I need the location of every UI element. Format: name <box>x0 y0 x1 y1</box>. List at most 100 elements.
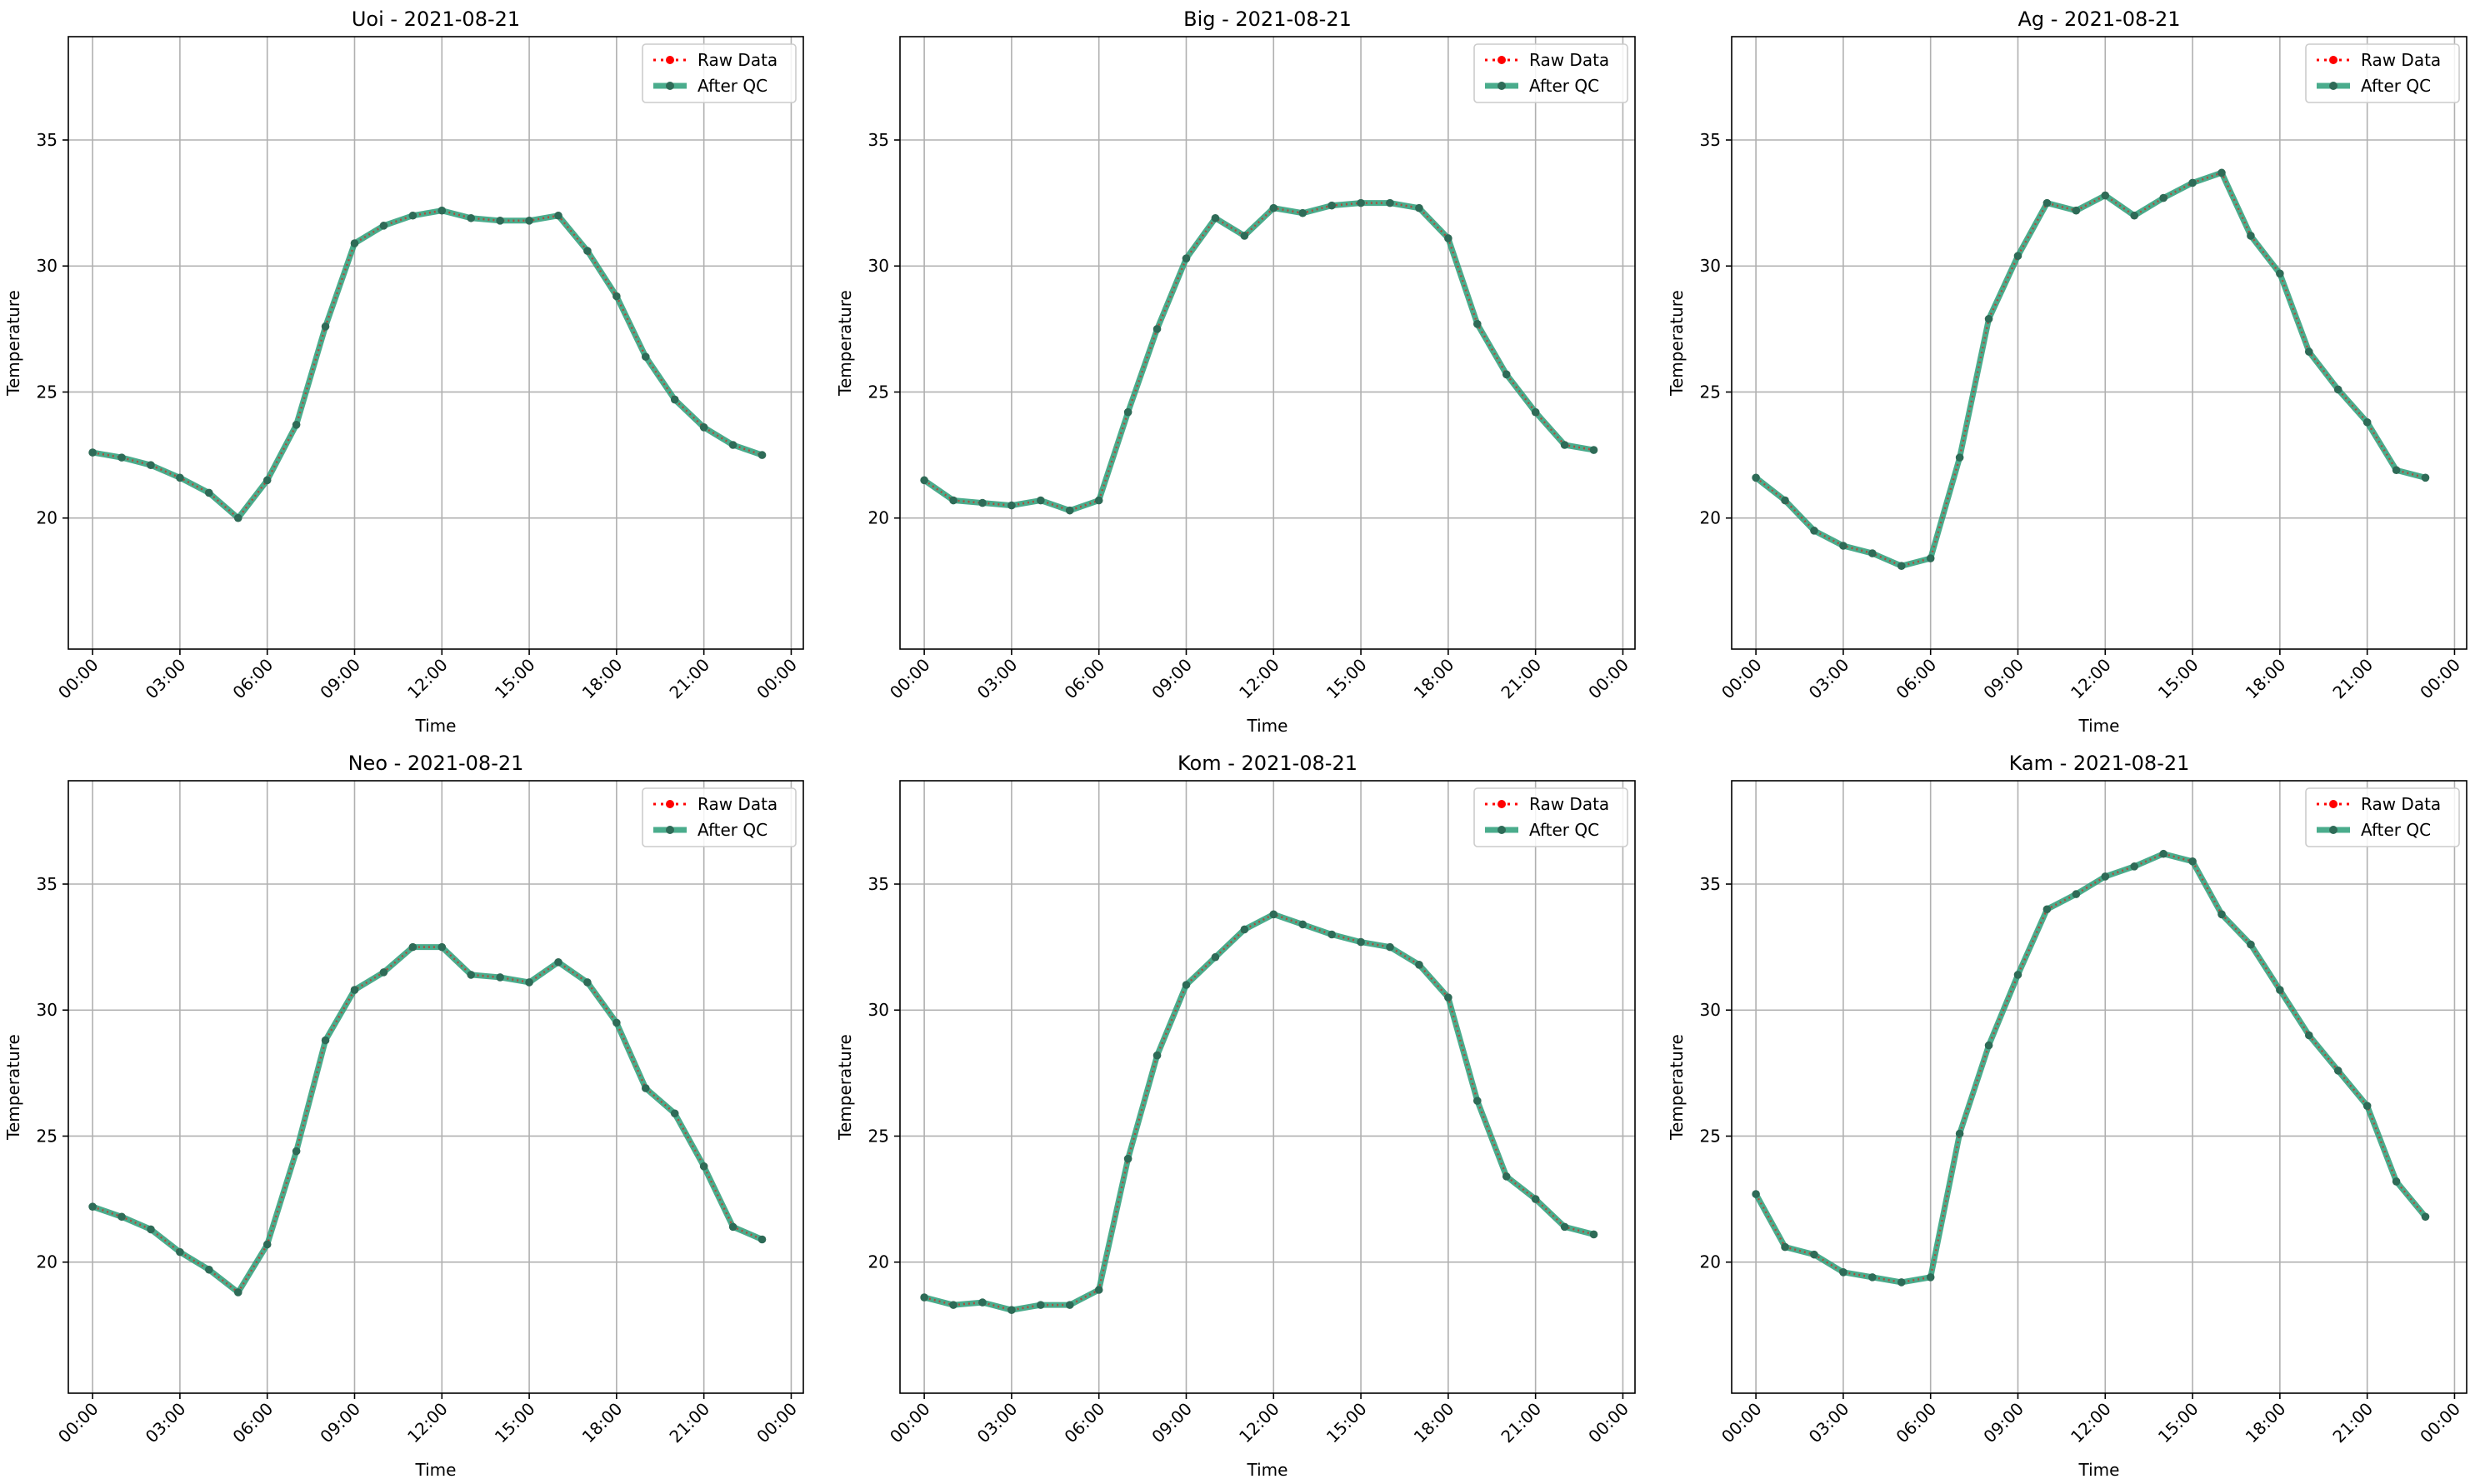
series-line-raw-data <box>92 209 762 520</box>
y-tick-label: 30 <box>1700 1000 1721 1020</box>
data-point-after-qc <box>1008 501 1016 510</box>
x-tick-label: 00:00 <box>54 655 102 703</box>
series-line-raw-data <box>923 202 1594 512</box>
data-point-after-qc <box>1182 981 1191 989</box>
data-point-after-qc <box>379 222 388 230</box>
y-axis-label: Temperature <box>3 290 23 397</box>
data-point-after-qc <box>1810 527 1818 535</box>
x-tick-label: 12:00 <box>2067 1399 2115 1447</box>
legend-marker-raw-data <box>2329 800 2338 808</box>
legend-marker-raw-data <box>666 800 674 808</box>
data-point-after-qc <box>1839 1268 1848 1277</box>
legend: Raw Data After QC <box>642 43 797 103</box>
data-point-after-qc <box>1357 937 1365 947</box>
x-axis-label: Time <box>2078 716 2120 736</box>
data-point-after-qc <box>438 942 447 952</box>
data-point-after-qc <box>1240 925 1249 934</box>
plot-frame <box>899 36 1636 650</box>
legend-marker-after-qc <box>1498 82 1506 90</box>
legend-label-raw-data: Raw Data <box>2361 794 2441 814</box>
data-point-after-qc <box>1560 441 1569 449</box>
data-point-after-qc <box>728 1222 738 1232</box>
data-point-after-qc <box>1444 234 1452 242</box>
data-point-after-qc <box>2421 1212 2430 1222</box>
x-tick-label: 00:00 <box>1718 655 1766 703</box>
x-tick-label: 21:00 <box>665 655 713 703</box>
data-point-after-qc <box>292 1147 301 1156</box>
x-tick-label: 21:00 <box>2328 1399 2377 1447</box>
y-tick-label: 20 <box>868 508 889 528</box>
data-point-after-qc <box>1444 993 1452 1002</box>
data-point-after-qc <box>1211 952 1220 962</box>
x-tick-label: 06:00 <box>1892 1399 1941 1447</box>
x-tick-label: 00:00 <box>886 1399 934 1447</box>
legend-label-raw-data: Raw Data <box>1529 794 1609 814</box>
data-point-after-qc <box>554 211 562 220</box>
x-tick-label: 18:00 <box>578 655 627 703</box>
x-tick-label: 09:00 <box>316 1399 364 1447</box>
series-line-after-qc <box>1752 851 2429 1286</box>
x-tick-label: 03:00 <box>142 655 190 703</box>
data-point-after-qc <box>1123 407 1132 417</box>
x-tick-label: 03:00 <box>973 655 1022 703</box>
y-tick-label: 20 <box>37 1252 58 1272</box>
data-point-after-qc <box>1094 496 1103 505</box>
data-point-after-qc <box>1269 203 1278 212</box>
x-tick-label: 00:00 <box>752 1399 801 1447</box>
data-point-after-qc <box>1589 446 1598 454</box>
data-point-after-qc <box>641 1084 650 1092</box>
data-point-after-qc <box>1897 562 1906 570</box>
y-tick-label: 20 <box>1700 508 1721 528</box>
data-point-after-qc <box>2333 1067 2342 1075</box>
x-tick-label: 00:00 <box>54 1399 102 1447</box>
data-point-after-qc <box>1531 1195 1540 1203</box>
data-point-after-qc <box>118 1212 126 1222</box>
x-tick-label: 15:00 <box>1322 655 1371 703</box>
data-point-after-qc <box>1502 370 1511 379</box>
x-axis-label: Time <box>1247 1460 1288 1480</box>
data-point-after-qc <box>920 476 928 485</box>
x-tick-label: 06:00 <box>1892 655 1941 703</box>
x-tick-label: 18:00 <box>578 1399 627 1447</box>
y-tick-label: 30 <box>868 256 889 276</box>
data-point-after-qc <box>1897 1278 1906 1287</box>
legend-marker-raw-data <box>666 56 674 64</box>
data-point-after-qc <box>1868 549 1877 557</box>
x-tick-label: 21:00 <box>1497 1399 1545 1447</box>
data-point-after-qc <box>88 1202 97 1211</box>
data-point-after-qc <box>205 1265 213 1274</box>
chart-title: Kom - 2021-08-21 <box>1178 752 1358 775</box>
data-point-after-qc <box>467 971 476 979</box>
data-point-after-qc <box>1298 920 1308 929</box>
y-axis-label: Temperature <box>835 290 855 397</box>
data-point-after-qc <box>350 239 359 247</box>
data-point-after-qc <box>467 213 476 222</box>
data-point-after-qc <box>1810 1250 1818 1259</box>
legend-label-raw-data: Raw Data <box>2361 50 2441 70</box>
data-point-after-qc <box>670 395 679 404</box>
plot-frame <box>899 780 1636 1394</box>
legend-label-raw-data: Raw Data <box>698 50 778 70</box>
legend: Raw Data After QC <box>642 787 797 847</box>
data-point-after-qc <box>1781 496 1789 505</box>
data-point-after-qc <box>1328 201 1336 210</box>
data-point-after-qc <box>1065 506 1074 515</box>
data-point-after-qc <box>2362 1102 2372 1110</box>
data-point-after-qc <box>2042 905 2052 914</box>
legend-marker-after-qc <box>666 82 674 90</box>
x-tick-label: 15:00 <box>2154 655 2202 703</box>
legend-marker-after-qc <box>2329 826 2338 834</box>
series-line-after-qc <box>89 944 766 1296</box>
data-point-after-qc <box>612 292 621 301</box>
legend-marker-after-qc <box>1498 826 1506 834</box>
x-tick-label: 06:00 <box>1061 655 1109 703</box>
x-tick-label: 12:00 <box>1235 1399 1283 1447</box>
y-tick-label: 25 <box>868 382 889 402</box>
data-point-after-qc <box>496 973 504 982</box>
legend: Raw Data After QC <box>1473 787 1628 847</box>
data-point-after-qc <box>612 1018 621 1027</box>
x-tick-label: 00:00 <box>1718 1399 1766 1447</box>
x-tick-label: 18:00 <box>1410 1399 1458 1447</box>
chart-panel: 20 25 30 35 00:00 03:00 06:00 09:00 12:00 15:00 18… <box>835 7 1636 736</box>
data-point-after-qc <box>1008 1306 1016 1314</box>
